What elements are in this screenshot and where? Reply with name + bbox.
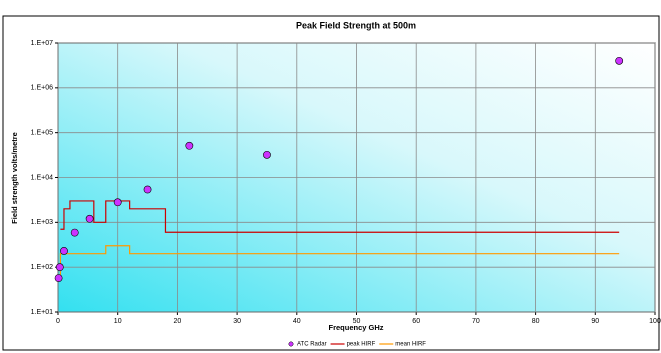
x-tick-label: 80 (532, 318, 540, 325)
x-tick-label: 60 (412, 318, 420, 325)
x-axis-label: Frequency GHz (328, 323, 383, 332)
line-series (60, 200, 620, 233)
legend-label: ATC Radar (297, 342, 327, 348)
y-tick-label: 1.E+03 (31, 219, 53, 226)
grid: 0 10 20 30 40 50 60 70 80 90 100 1.E+01 1.E+02 1.E+03… (31, 40, 661, 325)
legend-swatch (288, 341, 294, 347)
y-tick-label: 1.E+05 (31, 130, 53, 137)
line-series (59, 245, 620, 278)
y-tick-label: 1.E+01 (31, 309, 53, 316)
y-tick-label: 1.E+07 (31, 40, 53, 47)
y-tick-label: 1.E+04 (31, 174, 53, 181)
legend: ATC Radar peak HIRF mean HIRF (288, 341, 426, 348)
scatter-point (185, 141, 194, 150)
chart-title: Peak Field Strength at 500m (296, 20, 416, 30)
x-tick-label: 30 (233, 318, 241, 325)
scatter-point (60, 247, 68, 255)
marks (54, 56, 624, 283)
y-tick-label: 1.E+02 (31, 264, 53, 271)
legend-label: mean HIRF (395, 342, 426, 348)
scatter-point (54, 274, 63, 283)
x-tick-label: 50 (353, 318, 361, 325)
scatter-point (615, 56, 624, 65)
x-tick-label: 100 (649, 318, 661, 325)
scatter-point (113, 198, 122, 207)
x-tick-label: 0 (56, 318, 60, 325)
y-tick-label: 1.E+06 (31, 85, 53, 92)
scatter-point (143, 185, 152, 194)
scatter-point (85, 214, 94, 223)
scatter-point (263, 150, 271, 159)
x-tick-label: 90 (591, 318, 599, 325)
scatter-point (55, 263, 64, 272)
x-tick-label: 70 (472, 318, 480, 325)
legend-label: peak HIRF (347, 342, 376, 348)
scatter-point (70, 228, 79, 237)
y-axis-label: Field strength volts/metre (10, 132, 19, 224)
x-tick-label: 40 (293, 318, 301, 325)
x-tick-label: 10 (114, 318, 122, 325)
x-tick-label: 20 (174, 318, 182, 325)
